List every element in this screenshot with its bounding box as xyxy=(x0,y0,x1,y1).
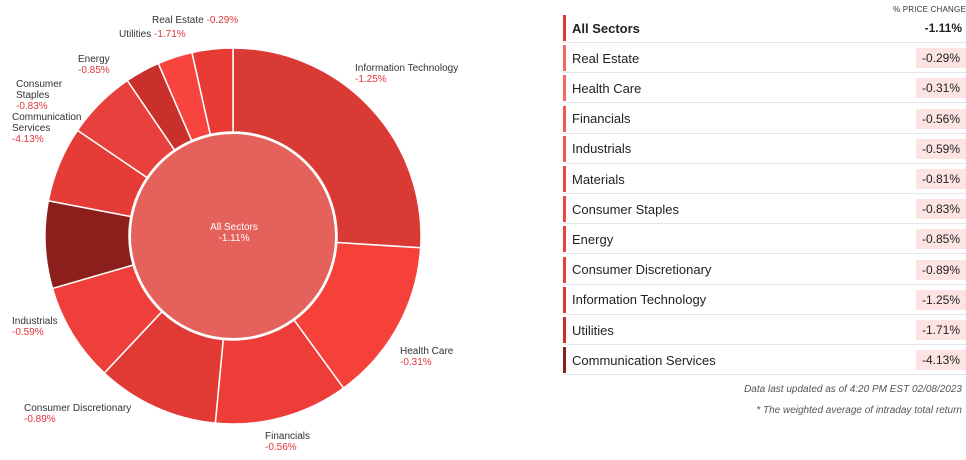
row-color-bar xyxy=(563,135,566,162)
row-price-change: -0.31% xyxy=(915,78,966,99)
row-sector-name: Industrials xyxy=(572,141,632,157)
row-color-bar xyxy=(563,75,566,102)
slice-label-energy: Energy -0.85% xyxy=(78,54,110,76)
slice-label-name: Energy xyxy=(78,54,110,65)
row-sector-name: Information Technology xyxy=(572,292,707,308)
slice-label-name: Industrials xyxy=(12,316,58,327)
slice-label-value: -0.31% xyxy=(400,357,432,368)
table-row[interactable]: Information Technology -1.25% xyxy=(563,286,966,315)
row-sector-name: All Sectors xyxy=(572,20,640,36)
row-price-change: -4.13% xyxy=(915,350,966,371)
row-sector-name: Health Care xyxy=(572,80,642,96)
slice-label-name: Information Technology xyxy=(355,63,459,74)
row-color-bar xyxy=(563,347,566,374)
row-color-bar xyxy=(563,286,566,313)
row-sector-name: Materials xyxy=(572,171,625,187)
slice-label-consumer-discretionary: Consumer Discretionary -0.89% xyxy=(24,403,131,425)
sector-table: % PRICE CHANGE All Sectors -1.11% Real Est… xyxy=(563,0,966,460)
slice-label-value: -4.13% xyxy=(12,134,44,145)
row-sector-name: Real Estate xyxy=(572,50,640,66)
row-sector-name: Utilities xyxy=(572,322,614,338)
row-price-change: -0.59% xyxy=(915,138,966,159)
row-sector-name: Consumer Discretionary xyxy=(572,262,712,278)
slice-label-name: Consumer Staples xyxy=(16,79,63,101)
row-price-change: -1.25% xyxy=(915,289,966,310)
table-row[interactable]: Consumer Staples -0.83% xyxy=(563,195,966,225)
row-color-bar xyxy=(563,317,566,343)
row-price-change: -0.56% xyxy=(915,108,966,129)
row-color-bar xyxy=(563,105,566,132)
row-sector-name: Energy xyxy=(572,231,614,247)
slice-label-communication-services: Communication Services -4.13% xyxy=(12,112,81,145)
slice-label-value: -0.59% xyxy=(12,327,44,338)
slice-label-industrials: Industrials -0.59% xyxy=(12,316,58,338)
slice-label-consumer-staples: Consumer Staples -0.83% xyxy=(16,79,62,112)
slice-label-name: Real Estate xyxy=(152,15,204,26)
table-row-all-sectors[interactable]: All Sectors -1.11% xyxy=(563,14,966,43)
row-sector-name: Financials xyxy=(572,111,631,127)
table-row[interactable]: Utilities -1.71% xyxy=(563,316,966,345)
slice-label-health-care: Health Care -0.31% xyxy=(400,346,453,368)
slice-label-name: Financials xyxy=(265,431,311,442)
slice-label-name: Health Care xyxy=(400,346,454,357)
slice-label-value: -0.85% xyxy=(78,65,110,76)
table-row[interactable]: Materials -0.81% xyxy=(563,165,966,194)
slice-label-value: -0.29% xyxy=(206,15,239,26)
center-circle xyxy=(129,132,337,340)
row-color-bar xyxy=(563,15,566,41)
slice-label-value: -1.71% xyxy=(154,29,186,40)
column-header: % PRICE CHANGE xyxy=(892,5,966,14)
table-row[interactable]: Real Estate -0.29% xyxy=(563,44,966,74)
row-price-change: -1.71% xyxy=(915,320,966,340)
row-color-bar xyxy=(563,45,566,72)
donut-svg xyxy=(44,47,422,425)
table-row[interactable]: Consumer Discretionary -0.89% xyxy=(563,256,966,285)
slice-label-information-technology: Information Technology -1.25% xyxy=(355,63,458,85)
row-sector-name: Consumer Staples xyxy=(572,201,679,217)
row-price-change: -0.81% xyxy=(915,169,966,189)
row-color-bar xyxy=(563,226,566,253)
slice-label-value: -0.89% xyxy=(24,414,56,425)
sector-donut-chart: All Sectors -1.11% Information Technolog… xyxy=(12,15,458,453)
slice-label-real-estate: Real Estate -0.29% xyxy=(152,15,238,26)
row-price-change: -0.85% xyxy=(915,229,966,250)
footnote-weighted: * The weighted average of intraday total… xyxy=(756,405,962,416)
table-row[interactable]: Communication Services -4.13% xyxy=(563,346,966,376)
row-price-change: -0.83% xyxy=(915,199,966,220)
center-label: All Sectors -1.11% xyxy=(189,222,279,244)
row-sector-name: Communication Services xyxy=(572,352,716,368)
slice-label-value: -0.83% xyxy=(16,101,48,112)
table-row[interactable]: Health Care -0.31% xyxy=(563,74,966,104)
slice-label-name: Utilities xyxy=(119,29,152,40)
slice-label-value: -0.56% xyxy=(265,442,297,453)
row-color-bar xyxy=(563,256,566,283)
table-row[interactable]: Financials -0.56% xyxy=(563,105,966,134)
row-color-bar xyxy=(563,166,566,192)
slice-label-value: -1.25% xyxy=(355,74,387,85)
row-price-change: -0.29% xyxy=(915,48,966,69)
row-price-change: -0.89% xyxy=(915,259,966,280)
table-row[interactable]: Industrials -0.59% xyxy=(563,135,966,164)
table-row[interactable]: Energy -0.85% xyxy=(563,225,966,255)
slice-label-financials: Financials -0.56% xyxy=(265,431,310,453)
slice-label-utilities: Utilities -1.71% xyxy=(119,29,186,40)
row-price-change: -1.11% xyxy=(924,21,962,35)
slice-label-name: Communication Services xyxy=(12,112,82,134)
footnote-updated: Data last updated as of 4:20 PM EST 02/0… xyxy=(744,384,962,395)
center-label-name: All Sectors xyxy=(210,222,258,233)
row-color-bar xyxy=(563,196,566,223)
center-label-value: -1.11% xyxy=(218,233,250,244)
slice-label-name: Consumer Discretionary xyxy=(24,403,132,414)
